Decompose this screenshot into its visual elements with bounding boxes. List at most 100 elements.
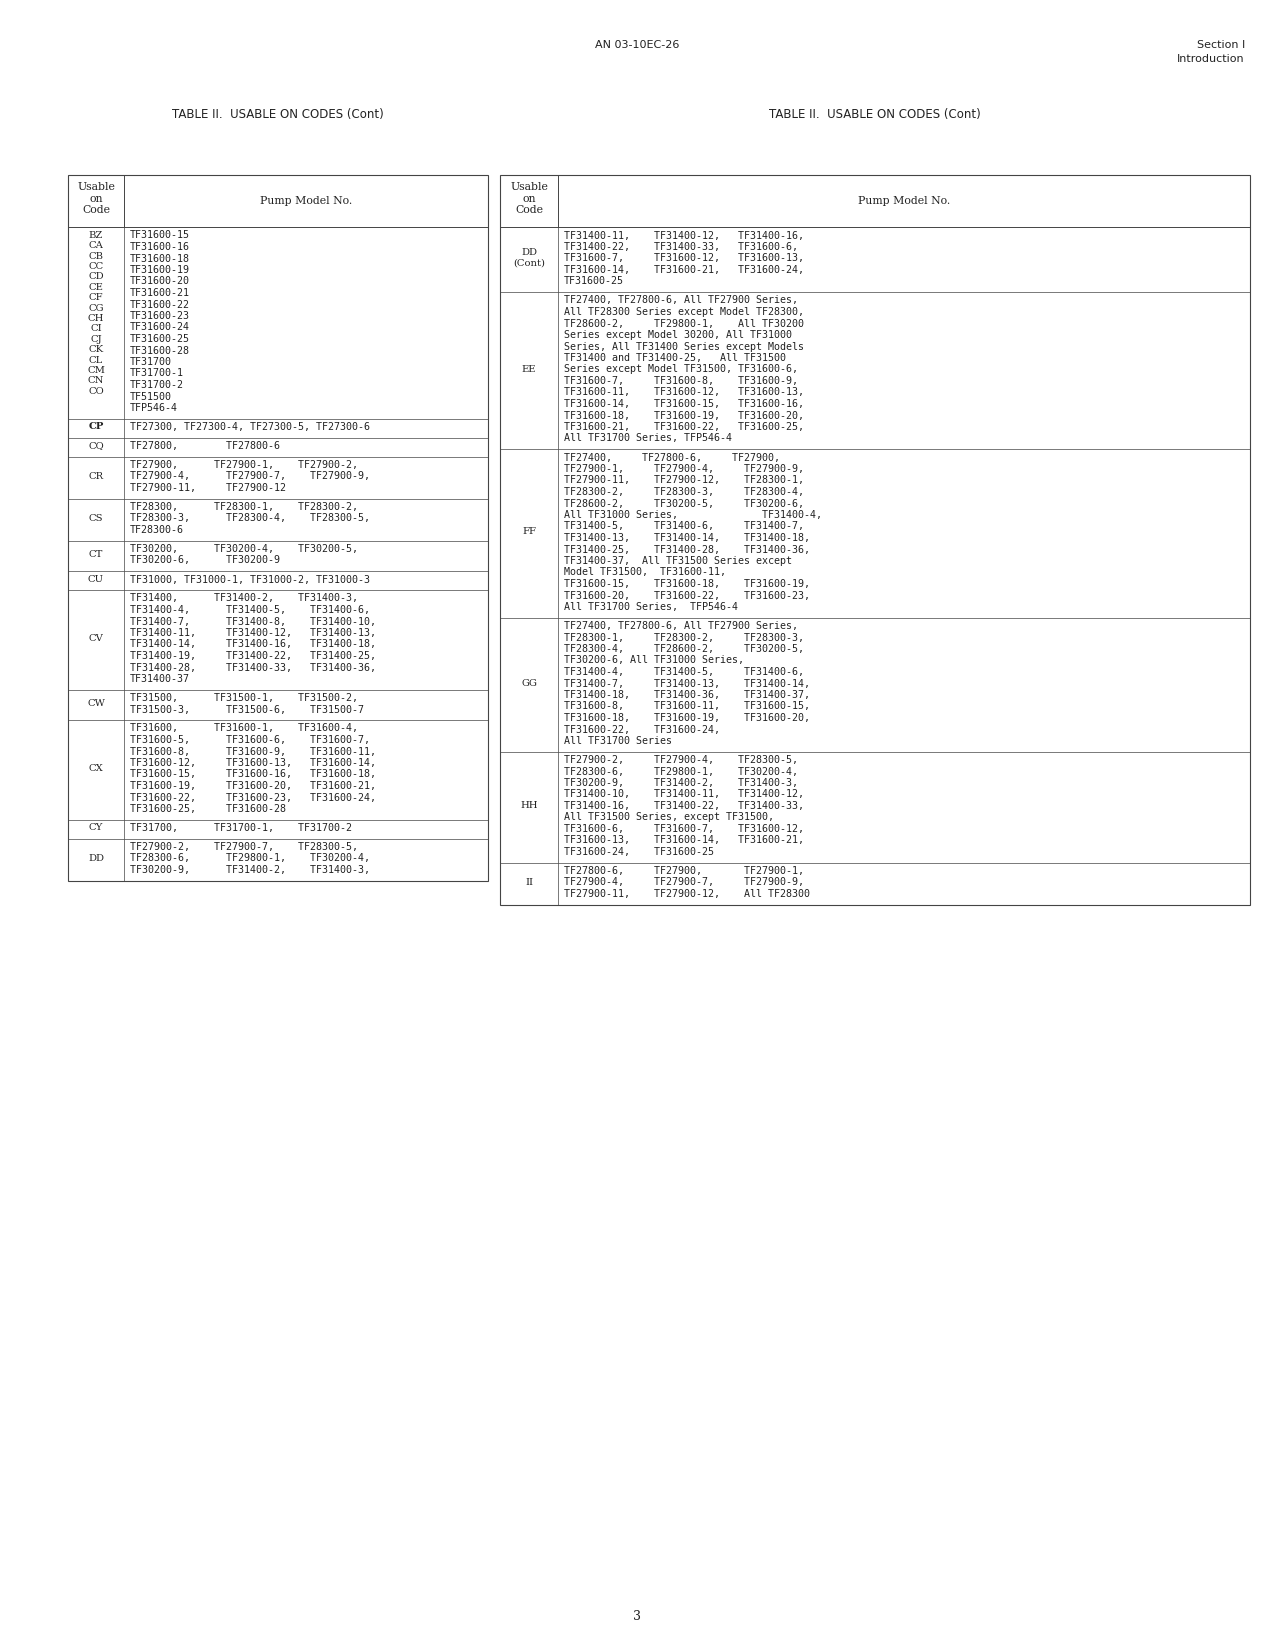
Text: TF31700,      TF31700-1,    TF31700-2: TF31700, TF31700-1, TF31700-2 [130,822,352,834]
Text: TF28300-6,     TF29800-1,    TF30200-4,: TF28300-6, TF29800-1, TF30200-4, [564,767,798,776]
Text: HH: HH [520,801,538,811]
Text: TF31600-25,     TF31600-28: TF31600-25, TF31600-28 [130,804,286,814]
Text: TF31600-12,     TF31600-13,   TF31600-14,: TF31600-12, TF31600-13, TF31600-14, [130,758,376,768]
Text: TF27800,        TF27800-6: TF27800, TF27800-6 [130,441,280,450]
Text: TF31600-23: TF31600-23 [130,311,190,321]
Text: TF31400-28,     TF31400-33,   TF31400-36,: TF31400-28, TF31400-33, TF31400-36, [130,662,376,673]
Text: Usable
on
Code: Usable on Code [76,182,115,215]
Text: TF31400-19,     TF31400-22,   TF31400-25,: TF31400-19, TF31400-22, TF31400-25, [130,650,376,662]
Text: TF31400-22,    TF31400-33,   TF31600-6,: TF31400-22, TF31400-33, TF31600-6, [564,242,798,252]
Text: TF31000, TF31000-1, TF31000-2, TF31000-3: TF31000, TF31000-1, TF31000-2, TF31000-3 [130,575,370,585]
Text: TF31600-22: TF31600-22 [130,300,190,310]
Text: TF31400-18,    TF31400-36,    TF31400-37,: TF31400-18, TF31400-36, TF31400-37, [564,690,810,699]
Text: TFP546-4: TFP546-4 [130,403,178,413]
Text: TF31400-37,  All TF31500 Series except: TF31400-37, All TF31500 Series except [564,555,792,567]
Text: TF27900-4,     TF27900-7,     TF27900-9,: TF27900-4, TF27900-7, TF27900-9, [564,878,805,888]
Text: EE: EE [521,365,537,373]
Text: TF31600-8,     TF31600-11,    TF31600-15,: TF31600-8, TF31600-11, TF31600-15, [564,701,810,711]
Text: All TF31700 Series: All TF31700 Series [564,735,672,745]
Text: TF27900-2,    TF27900-7,    TF28300-5,: TF27900-2, TF27900-7, TF28300-5, [130,842,358,852]
Text: TF31400-16,    TF31400-22,   TF31400-33,: TF31400-16, TF31400-22, TF31400-33, [564,801,805,811]
Text: All TF28300 Series except Model TF28300,: All TF28300 Series except Model TF28300, [564,306,805,318]
Text: TF31400-14,     TF31400-16,   TF31400-18,: TF31400-14, TF31400-16, TF31400-18, [130,639,376,650]
Text: TF27900-11,     TF27900-12: TF27900-11, TF27900-12 [130,483,286,493]
Text: TF31500-3,      TF31500-6,    TF31500-7: TF31500-3, TF31500-6, TF31500-7 [130,704,363,714]
Text: TF27900-11,    TF27900-12,    TF28300-1,: TF27900-11, TF27900-12, TF28300-1, [564,475,805,485]
Text: TF27900-2,     TF27900-4,    TF28300-5,: TF27900-2, TF27900-4, TF28300-5, [564,755,798,765]
Text: TF27800-6,     TF27900,       TF27900-1,: TF27800-6, TF27900, TF27900-1, [564,867,805,876]
Text: All TF31000 Series,              TF31400-4,: All TF31000 Series, TF31400-4, [564,509,822,519]
Text: TF30200-6,      TF30200-9: TF30200-6, TF30200-9 [130,555,280,565]
Text: TF28600-2,     TF29800-1,    All TF30200: TF28600-2, TF29800-1, All TF30200 [564,318,805,329]
Text: TF31600-21: TF31600-21 [130,288,190,298]
Text: CX: CX [89,763,103,773]
Text: TF31600,      TF31600-1,    TF31600-4,: TF31600, TF31600-1, TF31600-4, [130,724,358,734]
Text: TF31600-11,    TF31600-12,   TF31600-13,: TF31600-11, TF31600-12, TF31600-13, [564,388,805,398]
Text: TF31600-14,    TF31600-21,   TF31600-24,: TF31600-14, TF31600-21, TF31600-24, [564,265,805,275]
Text: TF31600-7,     TF31600-8,    TF31600-9,: TF31600-7, TF31600-8, TF31600-9, [564,377,798,387]
Text: TF27900-1,     TF27900-4,     TF27900-9,: TF27900-1, TF27900-4, TF27900-9, [564,464,805,473]
Text: CV: CV [88,634,103,644]
Text: TF28300-3,      TF28300-4,    TF28300-5,: TF28300-3, TF28300-4, TF28300-5, [130,513,370,524]
Text: TF31400-4,      TF31400-5,    TF31400-6,: TF31400-4, TF31400-5, TF31400-6, [130,604,370,614]
Text: TF30200-6, All TF31000 Series,: TF30200-6, All TF31000 Series, [564,655,745,665]
Text: TF27400, TF27800-6, All TF27900 Series,: TF27400, TF27800-6, All TF27900 Series, [564,621,798,631]
Text: Pump Model No.: Pump Model No. [858,197,950,206]
Text: All TF31500 Series, except TF31500,: All TF31500 Series, except TF31500, [564,812,774,822]
Text: TF28600-2,     TF30200-5,     TF30200-6,: TF28600-2, TF30200-5, TF30200-6, [564,498,805,508]
Text: CS: CS [89,514,103,523]
Text: TF31400-7,     TF31400-13,    TF31400-14,: TF31400-7, TF31400-13, TF31400-14, [564,678,810,688]
Text: TF31700-1: TF31700-1 [130,369,184,378]
Text: TF31600-8,      TF31600-9,    TF31600-11,: TF31600-8, TF31600-9, TF31600-11, [130,747,376,757]
Text: TF31400,      TF31400-2,    TF31400-3,: TF31400, TF31400-2, TF31400-3, [130,593,358,603]
Text: TF31400-25,    TF31400-28,    TF31400-36,: TF31400-25, TF31400-28, TF31400-36, [564,544,810,555]
Text: CP: CP [88,423,103,431]
Text: BZ
CA
CB
CC
CD
CE
CF
CG
CH
CI
CJ
CK
CL
CM
CN
CO: BZ CA CB CC CD CE CF CG CH CI CJ CK CL C… [87,231,105,396]
Text: TF28300-1,     TF28300-2,     TF28300-3,: TF28300-1, TF28300-2, TF28300-3, [564,632,805,642]
Text: Model TF31500,  TF31600-11,: Model TF31500, TF31600-11, [564,567,725,578]
Text: TF31500,      TF31500-1,    TF31500-2,: TF31500, TF31500-1, TF31500-2, [130,693,358,703]
Text: Pump Model No.: Pump Model No. [260,197,352,206]
Text: TF31600-14,    TF31600-15,   TF31600-16,: TF31600-14, TF31600-15, TF31600-16, [564,400,805,410]
Text: TF31400-11,     TF31400-12,   TF31400-13,: TF31400-11, TF31400-12, TF31400-13, [130,627,376,637]
Text: TF31600-15,    TF31600-18,    TF31600-19,: TF31600-15, TF31600-18, TF31600-19, [564,578,810,590]
Text: TF31400-5,     TF31400-6,     TF31400-7,: TF31400-5, TF31400-6, TF31400-7, [564,521,805,531]
Text: TF31600-15,     TF31600-16,   TF31600-18,: TF31600-15, TF31600-16, TF31600-18, [130,770,376,780]
Text: TF31400-10,    TF31400-11,   TF31400-12,: TF31400-10, TF31400-11, TF31400-12, [564,790,805,799]
Text: TF51500: TF51500 [130,391,172,401]
Text: All TF31700 Series,  TFP546-4: All TF31700 Series, TFP546-4 [564,603,738,613]
Text: TF28300-6: TF28300-6 [130,526,184,536]
Text: AN 03-10EC-26: AN 03-10EC-26 [595,39,680,51]
Text: TF31600-21,    TF31600-22,   TF31600-25,: TF31600-21, TF31600-22, TF31600-25, [564,423,805,432]
Text: TF31600-18,    TF31600-19,    TF31600-20,: TF31600-18, TF31600-19, TF31600-20, [564,713,810,722]
Text: TF31600-28: TF31600-28 [130,346,190,355]
Bar [500,175,1250,904]
Text: TF31600-5,      TF31600-6,    TF31600-7,: TF31600-5, TF31600-6, TF31600-7, [130,735,370,745]
Text: TF31600-25: TF31600-25 [564,277,623,287]
Text: TF31600-7,     TF31600-12,   TF31600-13,: TF31600-7, TF31600-12, TF31600-13, [564,254,805,264]
Text: TF31400-11,    TF31400-12,   TF31400-16,: TF31400-11, TF31400-12, TF31400-16, [564,231,805,241]
Text: TF30200-9,     TF31400-2,    TF31400-3,: TF30200-9, TF31400-2, TF31400-3, [564,778,798,788]
Text: FF: FF [521,527,536,537]
Text: TF27400,     TF27800-6,     TF27900,: TF27400, TF27800-6, TF27900, [564,452,780,462]
Text: DD: DD [88,853,105,863]
Text: CT: CT [89,550,103,559]
Text: Series except Model TF31500, TF31600-6,: Series except Model TF31500, TF31600-6, [564,365,798,375]
Text: 3: 3 [632,1610,641,1623]
Text: Series except Model 30200, All TF31000: Series except Model 30200, All TF31000 [564,329,792,341]
Text: TF31400-7,      TF31400-8,    TF31400-10,: TF31400-7, TF31400-8, TF31400-10, [130,616,376,626]
Text: TF31600-22,    TF31600-24,: TF31600-22, TF31600-24, [564,724,720,734]
Text: TF31600-18: TF31600-18 [130,254,190,264]
Text: TF27400, TF27800-6, All TF27900 Series,: TF27400, TF27800-6, All TF27900 Series, [564,295,798,306]
Text: Usable
on
Code: Usable on Code [510,182,548,215]
Text: TF28300-2,     TF28300-3,     TF28300-4,: TF28300-2, TF28300-3, TF28300-4, [564,486,805,496]
Text: TF31600-24: TF31600-24 [130,323,190,333]
Text: All TF31700 Series, TFP546-4: All TF31700 Series, TFP546-4 [564,434,732,444]
Text: CW: CW [87,699,105,708]
Text: GG: GG [521,678,537,688]
Text: TF31600-20: TF31600-20 [130,277,190,287]
Text: TF30200-9,      TF31400-2,    TF31400-3,: TF30200-9, TF31400-2, TF31400-3, [130,865,370,875]
Text: CQ: CQ [88,441,103,450]
Text: TF31600-24,    TF31600-25: TF31600-24, TF31600-25 [564,847,714,857]
Text: Section I: Section I [1197,39,1244,51]
